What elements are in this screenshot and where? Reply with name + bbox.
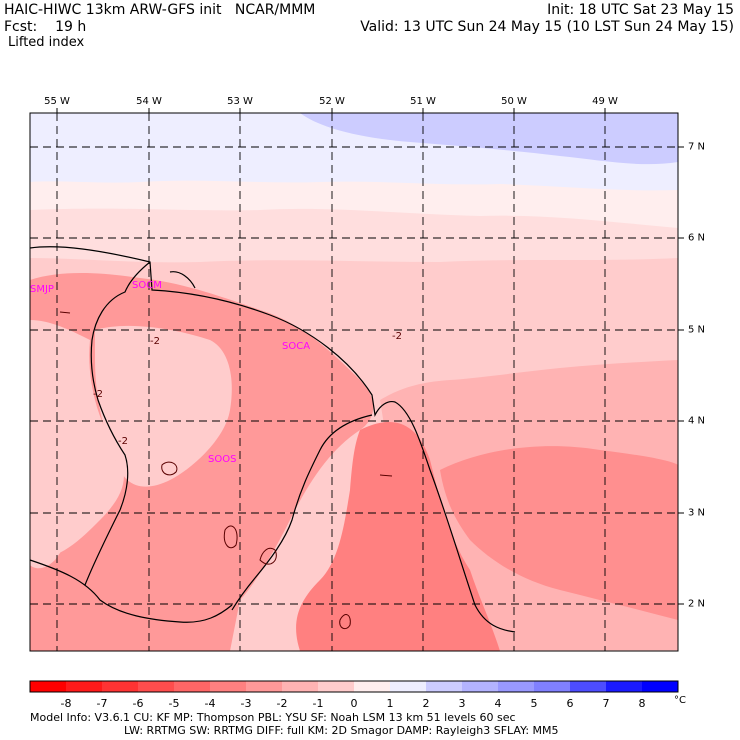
lon-label-50w: 50 W [501,96,527,107]
colorbar-swatch [138,681,175,692]
lat-label-3n: 3 N [688,507,706,519]
colorbar-swatch [426,681,463,692]
valid-time: Valid: 13 UTC Sun 24 May 15 (10 LST Sun … [360,19,734,35]
init-time: Init: 18 UTC Sat 23 May 15 [547,2,734,18]
colorbar-tick-label: -7 [96,697,108,710]
colorbar-tick-label: 3 [458,697,466,710]
border-french-guiana-brazil [231,414,373,611]
zone-west-light [30,468,81,569]
contour-label: -2 [392,331,402,342]
lon-label-49w: 49 W [592,96,618,107]
shaded-field [30,113,678,651]
colorbar-unit: °C [674,695,686,706]
lat-label-2n: 2 N [688,598,706,610]
lat-label-7n: 7 N [688,141,706,153]
model-title: HAIC-HIWC 13km ARW-GFS init NCAR/MMM [4,2,316,18]
lat-label-5n: 5 N [688,324,706,336]
colorbar-tick-label: 7 [602,697,610,710]
lon-label-55w: 55 W [44,96,70,107]
colorbar-swatch [606,681,643,692]
colorbar-swatch [534,681,571,692]
contour-value-labels: -2 -2 -2 -2 [93,331,402,447]
contour-minus4-a [379,474,393,477]
lon-label-53w: 53 W [227,96,253,107]
contour-minus1-a [161,461,178,476]
model-info-line2: LW: RRTMG SW: RRTMG DIFF: full KM: 2D Sm… [124,724,559,737]
contour-lines [59,311,393,630]
border-suriname-french-guiana [84,261,151,586]
lon-label-52w: 52 W [319,96,345,107]
contour-minus3-b [339,614,351,630]
colorbar-swatch [282,681,319,692]
colorbar-swatch [174,681,211,692]
colorbar-frame [29,680,679,693]
contour-label: -2 [150,336,160,347]
zone-amapa-li-minus3 [296,421,500,651]
colorbar-swatch [66,681,103,692]
border-southern [29,559,233,623]
graticule [30,113,678,651]
contour-minus3-c [223,525,238,549]
colorbar-swatch [390,681,427,692]
colorbar-swatch [354,681,391,692]
colorbar-tick-label: -2 [276,697,288,710]
colorbar-tick-label: -1 [312,697,324,710]
station-smjp: SMJP [30,284,54,295]
colorbar-swatch [30,681,67,692]
station-soos: SOOS [208,454,236,465]
map-frame [29,112,679,652]
lat-label-6n: 6 N [688,232,706,244]
colorbar-swatch [246,681,283,692]
colorbar-tick-label: 8 [638,697,646,710]
river-coast-detail [169,271,196,289]
colorbar-swatch [570,681,607,692]
model-info-line1: Model Info: V3.6.1 CU: KF MP: Thompson P… [30,711,516,724]
colorbar-tick-label: -3 [240,697,252,710]
band-stable-2 [300,113,678,165]
colorbar-swatch [210,681,247,692]
colorbar-tick-label: -6 [132,697,144,710]
colorbar-tick-label: 5 [530,697,538,710]
lat-label-4n: 4 N [688,415,706,427]
zone-interior-light [95,325,232,487]
colorbar-tick-label: 6 [566,697,574,710]
station-soca: SOCA [282,341,310,352]
axis-ticks [56,108,684,605]
contour-label: -2 [93,389,103,400]
colorbar-tick-label: 1 [386,697,394,710]
zone-offshore-li-minus3 [440,446,678,620]
station-labels: SMJP SOCM SOCA SOOS [30,280,310,465]
colorbar-tick-label: 4 [494,697,502,710]
field-name: Lifted index [8,35,85,50]
colorbar-tick-label: 0 [350,697,358,710]
contour-minus3-a [259,547,277,565]
colorbar-tick-label: 2 [422,697,430,710]
coastline [29,246,516,633]
contour-label: -2 [118,436,128,447]
colorbar [29,680,679,693]
contour-minus3-d [59,311,71,314]
colorbar-swatch [462,681,499,692]
colorbar-swatch [498,681,535,692]
colorbar-swatch [102,681,139,692]
colorbar-swatch [642,681,679,692]
colorbar-tick-label: -8 [60,697,72,710]
colorbar-tick-label: -4 [204,697,216,710]
colorbar-swatch [318,681,355,692]
station-socm: SOCM [132,280,162,291]
lon-label-51w: 51 W [410,96,436,107]
lon-label-54w: 54 W [136,96,162,107]
coastlines-borders [29,246,516,633]
colorbar-tick-label: -5 [168,697,180,710]
forecast-hour: Fcst: 19 h [4,19,87,35]
